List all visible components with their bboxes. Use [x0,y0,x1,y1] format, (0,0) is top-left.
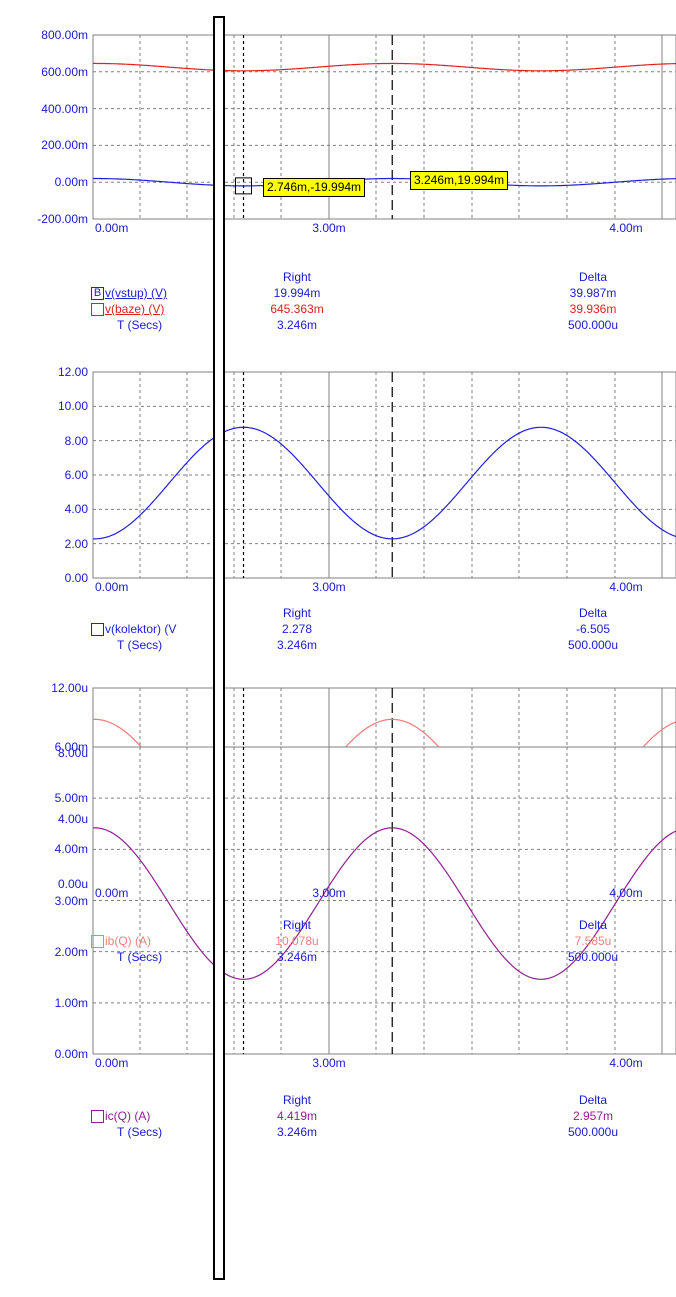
legend-label: ib(Q) (A) [105,934,151,948]
plot-frame [92,371,676,579]
y-tick-label: 3.00m [54,893,88,908]
y-tick-label: 4.00m [54,842,88,857]
y-tick-label: 12.00u [51,681,88,695]
plot-panel-2[interactable] [92,371,676,579]
y-tick-label: 600.00m [41,64,88,79]
readout-right-value: 4.419m [276,1109,318,1123]
y-tick-label: 2.00m [54,944,88,959]
legend-entry[interactable]: v(baze) (V) [91,302,165,317]
readout-delta-header: Delta [578,918,607,932]
legend-label: ic(Q) (A) [105,1109,151,1123]
y-tick-label: 400.00m [41,101,88,116]
y-tick-label: 4.00u [57,811,88,826]
cursor-marker [235,177,253,195]
readout-right-header: Right [282,1093,311,1107]
x-tick-label: 3.00m [312,886,346,900]
readout-time-delta: 500.000u [567,638,619,652]
x-tick-label: 0.00m [95,886,129,900]
readout-delta-value: -6.505 [575,622,611,636]
plot-frame [92,34,676,220]
y-tick-label: 0.00 [64,571,88,585]
readout-delta-value: 39.987m [569,286,617,300]
readout-time-label: T (Secs) [117,638,163,652]
legend-swatch[interactable] [91,935,104,949]
y-tick-label: 6.00 [64,468,88,482]
readout-time-label: T (Secs) [117,318,163,332]
legend-entry[interactable]: ic(Q) (A) [91,1109,151,1124]
readout-time-delta: 500.000u [567,1125,619,1139]
legend-swatch[interactable] [91,623,104,637]
y-tick-label: 1.00m [54,995,88,1010]
readout-time-right: 3.246m [276,950,318,964]
legend-entry[interactable]: v(kolektor) (V [91,622,177,637]
y-tick-label: 4.00 [64,502,88,517]
y-tick-label: 0.00u [57,877,88,891]
readout-time-right: 3.246m [276,638,318,652]
readout-time-label: T (Secs) [117,950,163,964]
x-tick-label: 3.00m [312,580,346,594]
readout-delta-value: 7.585u [574,934,612,948]
legend-swatch[interactable] [91,303,104,317]
x-tick-label: 0.00m [95,580,129,594]
series-line-2-1 [92,426,676,540]
y-tick-label: 0.00m [54,175,88,190]
y-tick-label: 800.00m [41,28,88,42]
series-line-4-1 [93,827,676,980]
legend-label: v(vstup) (V) [105,286,168,300]
y-tick-label: 12.00 [57,365,88,379]
left-cursor-tooltip: 2.746m,-19.994m [263,178,366,197]
readout-right-value: 10.078u [275,934,319,948]
y-tick-label: 8.00 [64,433,88,448]
readout-time-delta: 500.000u [567,950,619,964]
splitter-bar[interactable] [213,16,225,1280]
x-tick-label: 0.00m [95,1056,129,1070]
readout-right-header: Right [282,270,311,284]
plot-panel-1[interactable] [92,34,676,220]
plot-frame [92,746,676,1055]
y-tick-label: 200.00m [41,138,88,153]
series-line-1-1 [93,177,676,187]
x-tick-label: 4.00m [609,221,643,235]
y-tick-label: 10.00 [57,399,88,414]
plot-panel-4[interactable] [92,746,676,1055]
readout-time-label: T (Secs) [117,1125,163,1139]
y-tick-label: 5.00m [54,791,88,806]
readout-right-value: 19.994m [273,286,321,300]
readout-right-header: Right [282,918,311,932]
readout-time-right: 3.246m [276,318,318,332]
readout-delta-value: 39.936m [569,302,617,316]
x-tick-label: 4.00m [609,886,643,900]
readout-time-right: 3.246m [276,1125,318,1139]
x-tick-label: 4.00m [609,1056,643,1070]
x-tick-label: 3.00m [312,221,346,235]
y-tick-label: 0.00m [54,1047,88,1061]
readout-delta-value: 2.957m [572,1109,614,1123]
series-line-1-2 [93,62,676,72]
readout-right-value: 645.363m [270,302,324,316]
legend-label: v(baze) (V) [105,302,165,316]
legend-entry[interactable]: ib(Q) (A) [91,934,151,949]
y-tick-label: 6.00m [54,740,88,754]
readout-delta-header: Delta [578,606,607,620]
right-cursor-tooltip: 3.246m,19.994m [410,171,509,190]
x-tick-label: 4.00m [609,580,643,594]
y-tick-label: 8.00u [57,746,88,761]
readout-time-delta: 500.000u [567,318,619,332]
x-tick-label: 3.00m [312,1056,346,1070]
legend-swatch[interactable]: B [91,287,104,301]
readout-delta-header: Delta [578,1093,607,1107]
y-tick-label: 2.00 [64,536,88,551]
readout-delta-header: Delta [578,270,607,284]
y-tick-label: -200.00m [37,212,88,226]
legend-swatch[interactable] [91,1110,104,1124]
readout-right-value: 2.278 [281,622,313,636]
readout-right-header: Right [282,606,311,620]
x-tick-label: 0.00m [95,221,129,235]
legend-label: v(kolektor) (V [105,622,177,636]
